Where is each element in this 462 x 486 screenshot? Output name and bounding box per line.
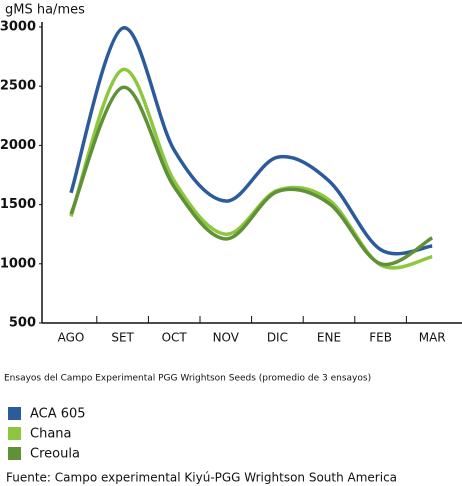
legend-label: ACA 605 [30,407,86,422]
x-tick-label: AGO [58,331,85,345]
x-tick-label: ENE [317,331,341,345]
y-tick-label: 2500 [0,79,36,94]
x-tick-label: FEB [369,331,392,345]
series-line [69,26,433,256]
y-tick-label: 500 [9,316,36,331]
series-line [69,67,433,270]
series-line [69,85,434,267]
x-tick-label: SET [111,331,134,345]
y-tick-label: 1500 [0,197,36,212]
source: Fuente: Campo experimental Kiyú-PGG Wrig… [6,471,397,485]
legend-label: Chana [30,427,72,442]
y-tick-label: 1000 [0,256,36,271]
legend-label: Creoula [30,447,80,462]
y-tick-label: 3000 [0,20,36,35]
legend-swatch [8,427,21,440]
legend-swatch [8,447,21,460]
x-tick-label: NOV [213,331,240,345]
y-tick-label: 2000 [0,138,36,153]
x-tick-label: OCT [162,331,188,345]
x-tick-label: DIC [267,331,288,345]
legend-swatch [8,407,21,420]
y-axis-label: gMS ha/mes [5,3,85,18]
note: Ensayos del Campo Experimental PGG Wrigh… [4,374,371,384]
x-tick-label: MAR [419,331,446,345]
